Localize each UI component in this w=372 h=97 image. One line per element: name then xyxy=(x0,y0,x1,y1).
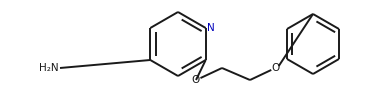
Text: O: O xyxy=(192,75,200,85)
Text: N: N xyxy=(207,23,215,33)
Text: O: O xyxy=(271,63,279,73)
Text: H₂N: H₂N xyxy=(39,63,58,73)
